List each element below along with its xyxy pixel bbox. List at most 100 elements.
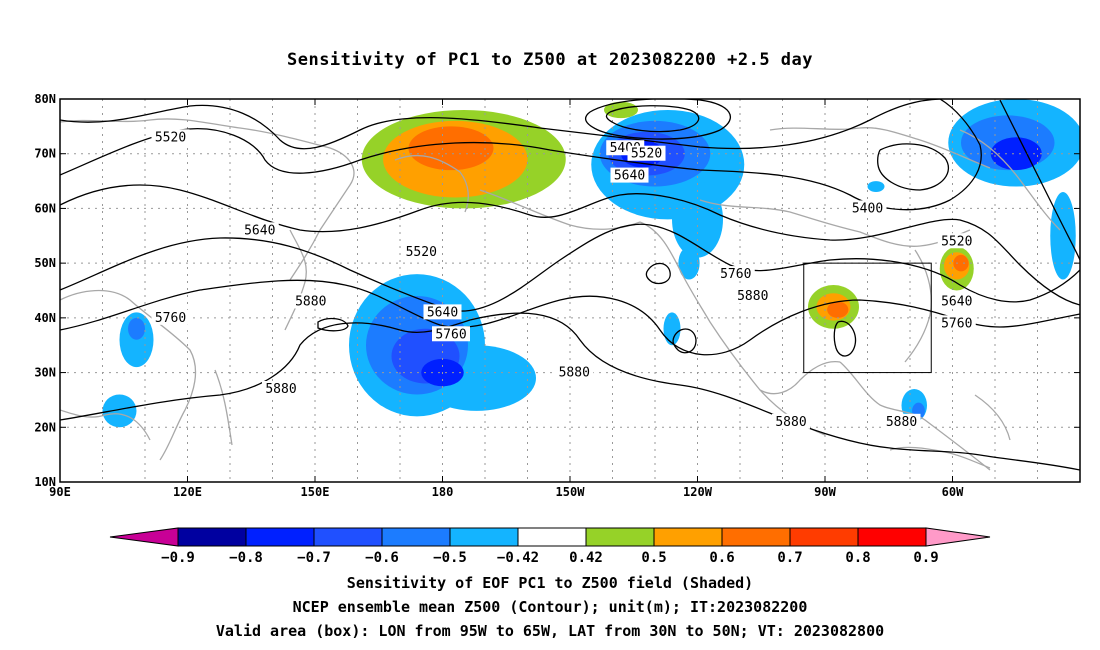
lat-label: 50N (34, 256, 56, 270)
contour-label-bg (432, 326, 470, 342)
contour-label: 5760 (435, 327, 466, 342)
contour-label: 5880 (265, 382, 296, 397)
colorbar-low-end (109, 527, 179, 547)
contour-label-bg (240, 222, 279, 238)
contour-label: 5400 (852, 201, 883, 216)
contour-label-bg (772, 413, 810, 429)
contour-label-bg (937, 233, 976, 249)
lat-label: 80N (34, 92, 56, 106)
shaded-area (990, 137, 1042, 171)
graticule (60, 99, 1080, 482)
lon-label: 60W (942, 485, 964, 499)
lon-label: 150W (556, 485, 586, 499)
shaded-area (408, 126, 494, 171)
shaded-area (119, 312, 154, 368)
colorbar-label: 0.42 (569, 550, 603, 566)
contour-label: 5640 (244, 223, 275, 238)
valid-area-box (803, 262, 932, 374)
contour-label: 5640 (941, 294, 972, 309)
contour-label-bg (423, 304, 462, 320)
contour-label: 5760 (155, 311, 186, 326)
contour-label-bg (848, 200, 887, 216)
colorbar-segment (653, 527, 723, 547)
colorbar-label: 0.8 (845, 550, 870, 566)
lat-label: 60N (34, 201, 56, 215)
chart-title: Sensitivity of PC1 to Z500 at 2023082200… (286, 50, 813, 70)
shaded-area (1050, 192, 1076, 280)
colorbar-segment (857, 527, 927, 547)
colorbar-label: −0.42 (497, 550, 539, 566)
contour-label-bg (151, 309, 190, 325)
contour-label-bg (402, 244, 441, 260)
lon-label: 90E (49, 485, 71, 499)
contour-label-bg (937, 315, 976, 331)
lat-label: 40N (34, 311, 56, 325)
shaded-area (128, 317, 145, 340)
contour-label: 5520 (941, 234, 972, 249)
lat-label: 30N (34, 366, 56, 380)
colorbar-label: −0.9 (161, 550, 195, 566)
contour-label-bg (882, 413, 921, 429)
contour-label: 5520 (631, 147, 662, 162)
shaded-area (678, 246, 700, 280)
contour-label-bg (151, 129, 190, 145)
colorbar-label: −0.5 (433, 550, 467, 566)
contour-label: 5880 (295, 294, 326, 309)
contour-label: 5520 (406, 245, 437, 260)
contour-label-bg (610, 167, 649, 183)
contour-label: 5760 (720, 267, 751, 282)
colorbar-label: −0.7 (297, 550, 331, 566)
shaded-area (102, 394, 137, 428)
contour-label: 5520 (155, 130, 186, 145)
colorbar-segment (177, 527, 247, 547)
colorbar-segment (721, 527, 791, 547)
lon-label: 120W (683, 485, 713, 499)
colorbar-label: 0.6 (709, 550, 734, 566)
footer-line-2: NCEP ensemble mean Z500 (Contour); unit(… (292, 598, 808, 616)
colorbar-high-end (925, 527, 991, 547)
contour-label: 5880 (775, 415, 806, 430)
contour-label-bg (937, 293, 976, 309)
colorbar-segment (381, 527, 451, 547)
colorbar-segment (789, 527, 859, 547)
shaded-area (663, 312, 681, 346)
shaded-area (953, 254, 969, 272)
coastlines (60, 118, 1061, 471)
contour-label-bg (291, 293, 330, 309)
lon-label: 90W (814, 485, 836, 499)
colorbar-label: 0.5 (641, 550, 666, 566)
contour-label: 5640 (614, 169, 645, 184)
colorbar-label: −0.6 (365, 550, 399, 566)
footer-line-3: Valid area (box): LON from 95W to 65W, L… (215, 622, 885, 640)
contour-label: 5880 (886, 415, 917, 430)
contour-label: 5880 (737, 289, 768, 304)
shaded-area (867, 181, 885, 193)
colorbar-label: 0.7 (777, 550, 802, 566)
lon-label: 120E (173, 485, 202, 499)
lon-label: 150E (301, 485, 330, 499)
lat-label: 20N (34, 420, 56, 434)
contour-label: 5640 (427, 305, 458, 320)
contour-label-bg (733, 287, 772, 303)
z500-contours (60, 99, 1080, 471)
footer-line-1: Sensitivity of EOF PC1 to Z500 field (Sh… (346, 574, 754, 592)
colorbar-segment (449, 527, 519, 547)
contour-label: 5760 (941, 316, 972, 331)
contour-label-bg (262, 380, 300, 396)
contour-labels: 5520 5400 5520 5640 5640 5520 5880 5640 5760 5760… (151, 129, 976, 430)
contour-label-bg (555, 364, 594, 380)
lon-label: 180 (432, 485, 454, 499)
contour-label-bg (627, 145, 666, 161)
contour-label-bg (716, 266, 755, 282)
colorbar-label: 0.9 (913, 550, 938, 566)
colorbar: −0.9 −0.8 −0.7 −0.6 −0.5 −0.42 0.42 0.5 0.6 0.7 0.… (109, 527, 991, 566)
lat-label: 70N (34, 147, 56, 161)
colorbar-segment (245, 527, 315, 547)
colorbar-segment (313, 527, 383, 547)
colorbar-segment (585, 527, 655, 547)
contour-label: 5880 (559, 366, 590, 381)
colorbar-label: −0.8 (229, 550, 263, 566)
shaded-area (827, 301, 849, 318)
